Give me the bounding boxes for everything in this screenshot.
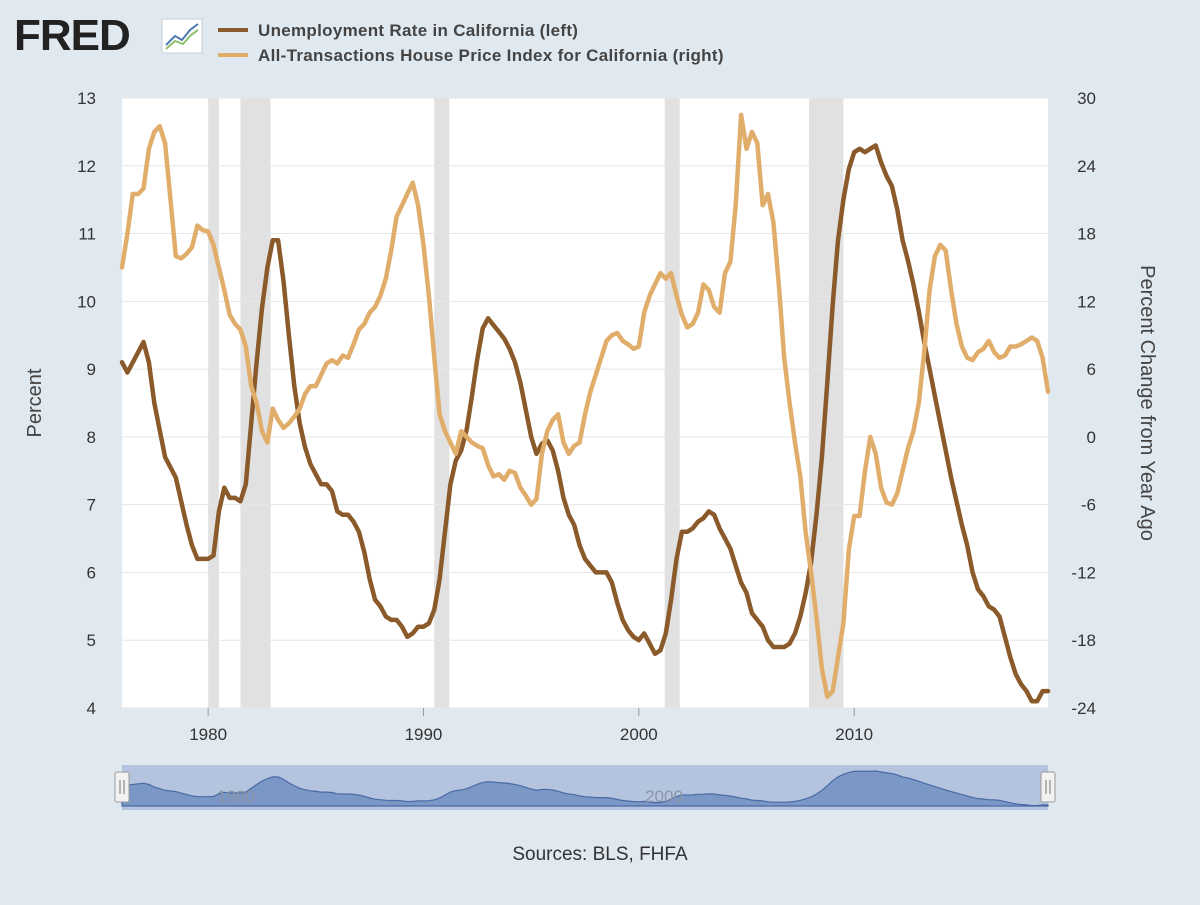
right-tick-label: 30 [1077,89,1096,108]
legend-label-house-price: All-Transactions House Price Index for C… [258,46,724,65]
right-tick-label: 0 [1087,428,1096,447]
right-tick-label: -18 [1071,631,1096,650]
navigator-tick-label: 1980 [217,787,255,806]
x-axis-ticks: 1980 1990 2000 2010 [189,708,873,744]
right-tick-label: 6 [1087,360,1096,379]
legend: Unemployment Rate in California (left) A… [218,21,724,65]
navigator-handle-right[interactable] [1040,771,1056,803]
left-tick-label: 12 [77,157,96,176]
series-line-house-price [119,112,1051,699]
left-axis-ticks: 13 12 11 10 9 8 7 6 5 4 [77,89,96,718]
x-tick-label: 2000 [620,725,658,744]
navigator-tick-label: 2000 [645,787,683,806]
navigator-handle-left[interactable] [114,771,130,803]
fred-logo-text: FRED [14,11,130,60]
fred-logo[interactable]: FRED [14,11,203,60]
navigator-area [121,770,1049,807]
left-axis-title: Percent [24,368,46,437]
legend-item-house-price[interactable]: All-Transactions House Price Index for C… [218,46,724,65]
right-axis-ticks: 30 24 18 12 6 0 -6 -12 -18 -24 [1071,89,1096,718]
left-tick-label: 4 [87,699,96,718]
left-tick-label: 9 [87,360,96,379]
grid-lines [122,97,1048,709]
navigator-ticks: 1980 2000 [217,787,683,806]
left-tick-label: 7 [87,496,96,515]
left-tick-label: 8 [87,428,96,447]
right-tick-label: 18 [1077,225,1096,244]
series-line-unemployment [119,143,1051,704]
legend-item-unemployment[interactable]: Unemployment Rate in California (left) [218,21,578,40]
left-tick-label: 6 [87,563,96,582]
right-tick-label: -12 [1071,563,1096,582]
left-tick-label: 13 [77,89,96,108]
recession-band [434,98,450,708]
right-tick-label: 12 [1077,292,1096,311]
right-tick-label: -6 [1081,496,1096,515]
range-navigator[interactable]: 1980 2000 [114,765,1056,810]
legend-label-unemployment: Unemployment Rate in California (left) [258,21,578,40]
left-tick-label: 5 [87,631,96,650]
series-lines [119,112,1051,704]
right-axis-title: Percent Change from Year Ago [1136,265,1158,541]
left-tick-label: 10 [77,292,96,311]
right-tick-label: 24 [1077,157,1096,176]
x-tick-label: 1990 [405,725,443,744]
x-tick-label: 2010 [835,725,873,744]
line-chart-icon [161,18,203,54]
right-tick-label: -24 [1071,699,1096,718]
recession-band [208,98,219,708]
source-text: Sources: BLS, FHFA [512,844,688,865]
left-tick-label: 11 [78,225,96,244]
x-tick-label: 1980 [189,725,227,744]
